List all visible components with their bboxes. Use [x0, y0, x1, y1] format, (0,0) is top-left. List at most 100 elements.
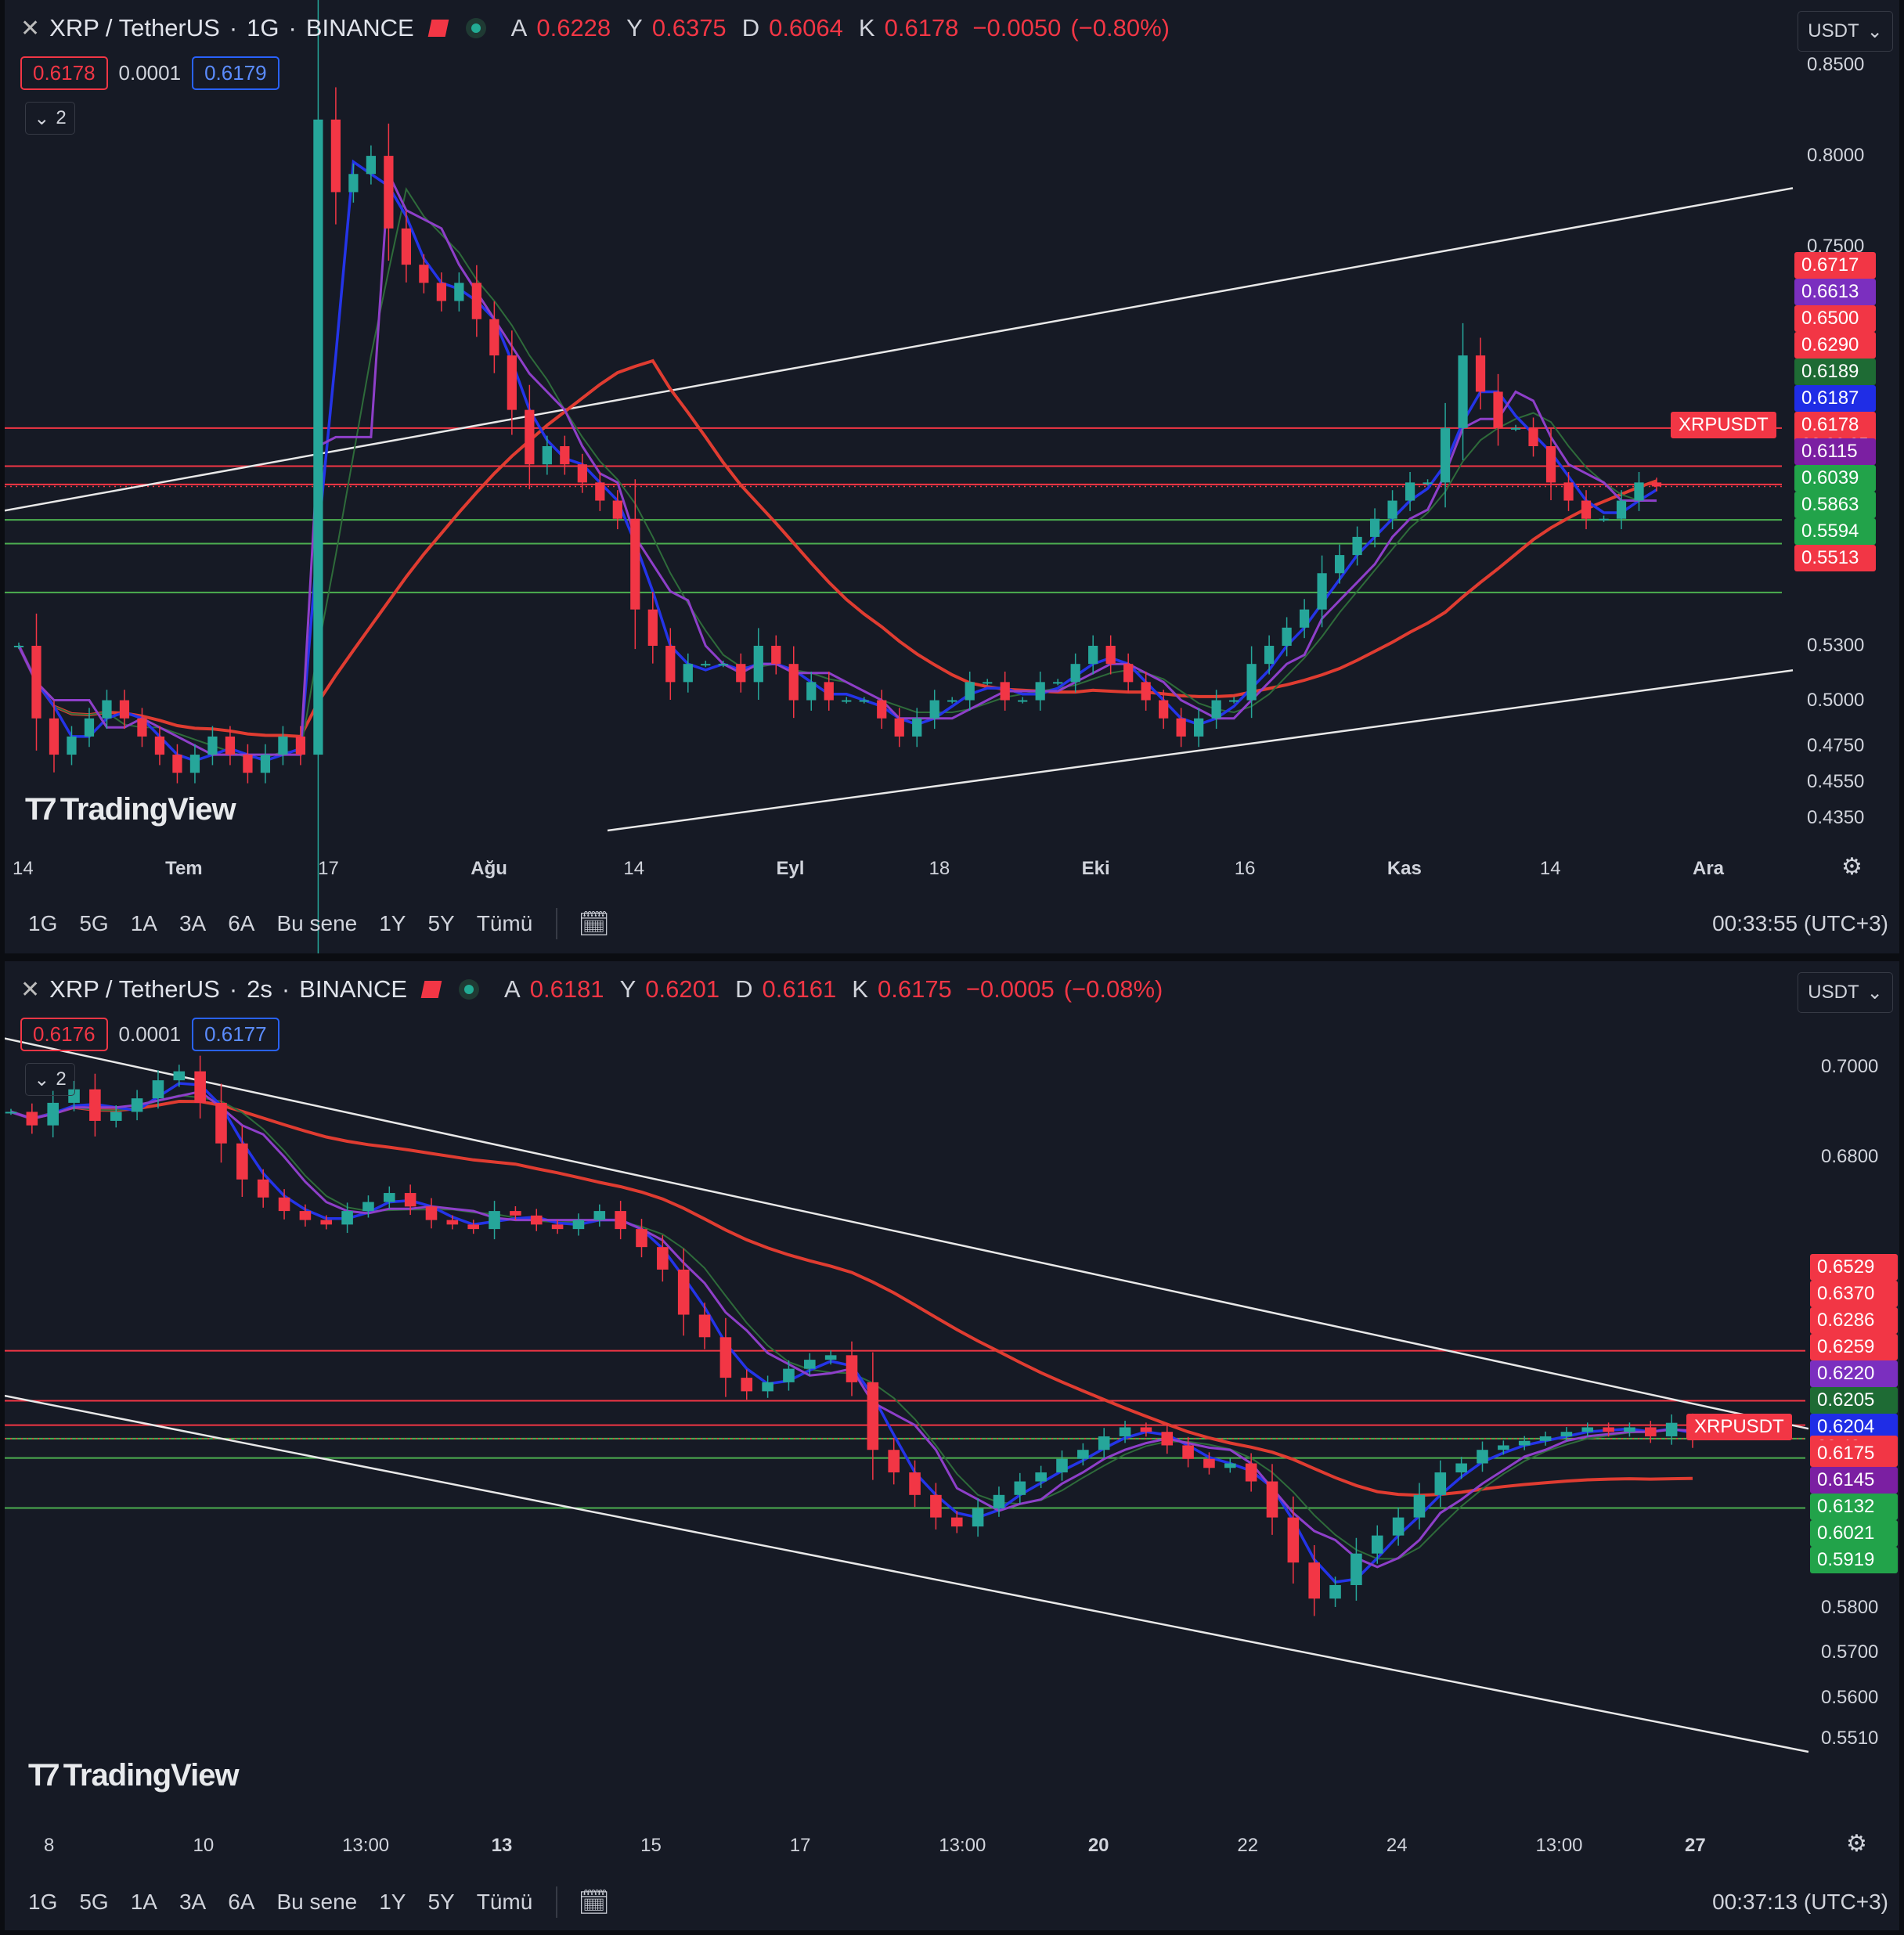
candle	[1070, 653, 1080, 693]
candle-body	[1493, 391, 1503, 428]
ma-slow-line	[17, 359, 1657, 738]
timeframe-button[interactable]: 6A	[228, 911, 255, 935]
close-value: 0.6175	[877, 975, 952, 1003]
tradingview-logo[interactable]: T7 TradingView	[25, 792, 236, 827]
candle	[1035, 672, 1045, 711]
market-status-icon[interactable]	[465, 18, 486, 38]
candle-body	[172, 755, 182, 773]
timeframe-button[interactable]: Tümü	[476, 911, 533, 935]
candle	[1266, 1464, 1278, 1535]
timeframe-button[interactable]: Bu sene	[276, 911, 358, 935]
candle-body	[736, 664, 746, 683]
currency-label: USDT	[1808, 20, 1859, 41]
candle	[859, 697, 869, 704]
time-tick-label: 14	[13, 858, 34, 879]
ticker-tag[interactable]: XRPUSDT	[1671, 412, 1776, 438]
candle	[783, 1360, 795, 1391]
candle-body	[507, 355, 517, 410]
time-tick-label: 15	[640, 1835, 662, 1856]
ticker-tag[interactable]: XRPUSDT	[1686, 1414, 1792, 1440]
candle	[348, 163, 359, 203]
timeframe-button[interactable]: 3A	[178, 911, 207, 935]
timeframe-button[interactable]: 1G	[28, 1890, 58, 1914]
price-tick-label: 0.5600	[1821, 1686, 1879, 1708]
timeframe-button[interactable]: 1Y	[379, 1890, 406, 1914]
tradingview-logo[interactable]: T7 TradingView	[28, 1758, 240, 1793]
settings-gear-icon[interactable]: ⚙	[1841, 854, 1863, 880]
candle	[771, 635, 781, 675]
currency-select[interactable]: USDT ⌄	[1798, 11, 1893, 52]
timeframe-button[interactable]: 5G	[79, 1890, 109, 1914]
candle-body	[1581, 1427, 1594, 1432]
timeframe-button[interactable]: 3A	[178, 1890, 207, 1914]
candle	[384, 123, 394, 261]
timeframe-button[interactable]: 5Y	[427, 911, 455, 935]
indicators-collapse-button[interactable]: ⌄ 2	[25, 102, 75, 135]
timeframe-button[interactable]: 1Y	[379, 911, 406, 935]
price-chart-4h[interactable]	[5, 961, 1899, 1930]
candle	[225, 726, 236, 766]
timeframe-button[interactable]: 6A	[228, 1890, 255, 1914]
chart-panel-daily[interactable]: ✕ XRP / TetherUS · 1G · BINANCE A 0.6228 …	[5, 0, 1899, 953]
market-status-icon[interactable]	[459, 979, 480, 1000]
interval[interactable]: 2s	[247, 975, 272, 1003]
calendar-goto-icon[interactable]: 🗓	[578, 910, 610, 938]
price-scale-label: 0.6189	[1794, 359, 1876, 385]
sell-button[interactable]: 0.6178	[20, 56, 108, 90]
interval[interactable]: 1G	[247, 14, 279, 41]
price-scale-label: 0.6021	[1810, 1520, 1898, 1547]
indicators-collapse-button[interactable]: ⌄ 2	[25, 1063, 75, 1096]
candle-body	[49, 718, 60, 755]
timeframe-button[interactable]: 1A	[130, 1890, 157, 1914]
candle-body	[1119, 1427, 1131, 1436]
candle	[68, 1080, 80, 1112]
time-tick-label: 13:00	[342, 1835, 390, 1856]
price-scale-label: 0.6115	[1794, 438, 1876, 465]
candle-body	[384, 156, 394, 229]
candle	[1498, 1440, 1509, 1455]
candle-body	[1176, 718, 1186, 737]
buy-button[interactable]: 0.6179	[192, 56, 279, 90]
time-tick-label: 18	[929, 858, 950, 879]
timeframe-button[interactable]: 5Y	[427, 1890, 455, 1914]
symbol-name[interactable]: XRP / TetherUS	[49, 14, 220, 41]
toolbar-divider	[556, 1886, 558, 1918]
candle	[894, 708, 904, 748]
time-tick-label: 13:00	[1535, 1835, 1583, 1856]
high-value: 0.6375	[651, 14, 727, 41]
candle	[1493, 373, 1503, 446]
sell-button[interactable]: 0.6176	[20, 1018, 108, 1051]
trend-channel-line	[607, 669, 1794, 832]
clock[interactable]: 00:33:55 (UTC+3)	[1712, 911, 1888, 935]
candle	[278, 1189, 290, 1220]
candle	[89, 1073, 101, 1137]
price-chart-daily[interactable]	[5, 0, 1899, 953]
candle-body	[753, 646, 763, 683]
trend-channel-line	[5, 1037, 1809, 1430]
currency-select[interactable]: USDT ⌄	[1798, 972, 1893, 1013]
candle-body	[947, 700, 957, 702]
candle	[1651, 477, 1662, 492]
timeframe-button[interactable]: 1G	[28, 911, 58, 935]
candle-body	[1651, 482, 1662, 487]
price-tick-label: 0.8000	[1807, 145, 1865, 167]
timeframe-button[interactable]: Bu sene	[276, 1890, 358, 1914]
candle-body	[551, 1224, 564, 1230]
timeframe-button[interactable]: 1A	[130, 911, 157, 935]
candle	[1518, 1436, 1531, 1450]
candle	[1545, 428, 1556, 500]
candle	[84, 708, 95, 748]
symbol-name[interactable]: XRP / TetherUS	[49, 975, 220, 1003]
chart-panel-4h[interactable]: ✕ XRP / TetherUS · 2s · BINANCE A 0.6181 …	[5, 961, 1899, 1930]
settings-gear-icon[interactable]: ⚙	[1846, 1831, 1867, 1857]
time-tick-label: Ağu	[471, 858, 507, 879]
timeframe-button[interactable]: Tümü	[476, 1890, 533, 1914]
clock[interactable]: 00:37:13 (UTC+3)	[1712, 1890, 1888, 1914]
buy-button[interactable]: 0.6177	[192, 1018, 279, 1051]
timeframe-button[interactable]: 5G	[79, 911, 109, 935]
candle-body	[1098, 1436, 1110, 1450]
calendar-goto-icon[interactable]: 🗓	[578, 1888, 610, 1916]
price-scale-label: 0.6290	[1794, 332, 1876, 359]
price-tick-label: 0.7000	[1821, 1055, 1879, 1077]
candle-body	[912, 718, 922, 737]
